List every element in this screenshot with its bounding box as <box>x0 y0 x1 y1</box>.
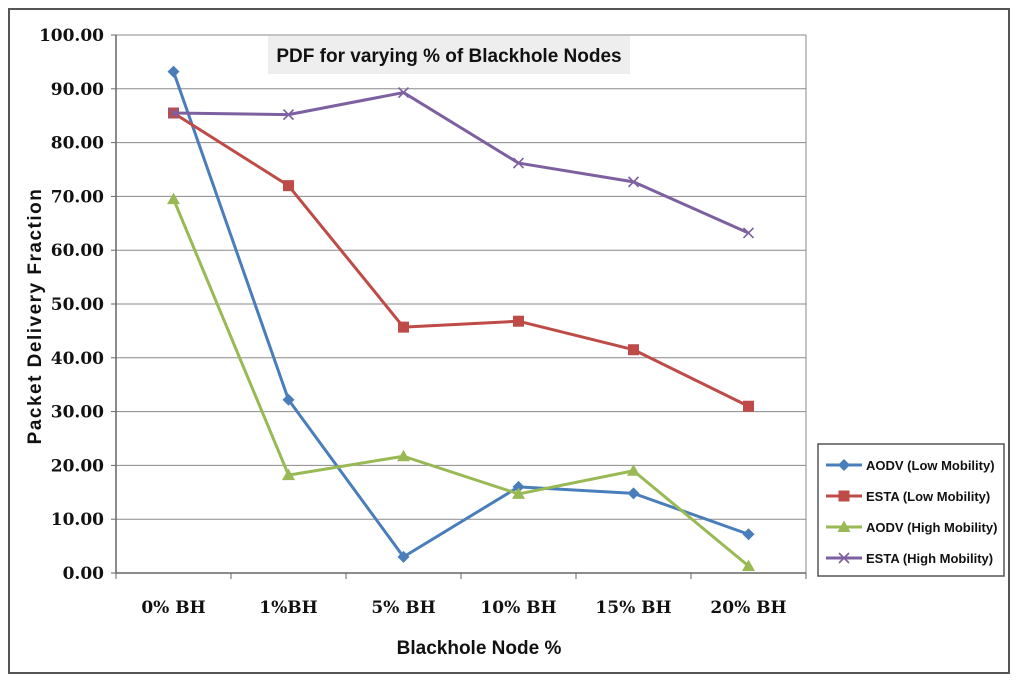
y-tick-label: 100.00 <box>39 26 104 46</box>
data-point <box>742 528 755 541</box>
series-4 <box>167 87 755 239</box>
legend-marker <box>837 520 851 532</box>
data-point <box>282 109 295 121</box>
y-tick-label: 40.00 <box>51 349 104 369</box>
y-tick-label: 70.00 <box>51 187 104 207</box>
data-point <box>513 315 524 327</box>
x-tick-label: 5% BH <box>371 598 435 618</box>
series-line <box>173 91 750 235</box>
data-point <box>397 550 410 563</box>
y-tick-label: 60.00 <box>51 241 104 261</box>
x-axis-ticks: 0% BH 1%BH 5% BH 10% BH 15% BH 20% BH <box>115 35 807 618</box>
x-tick-label: 15% BH <box>595 598 671 618</box>
y-axis-title: Packet Delivery Fraction <box>25 188 46 445</box>
data-point <box>512 480 525 493</box>
data-point <box>167 107 180 119</box>
legend-item: ESTA (Low Mobility) <box>826 489 990 504</box>
series-2 <box>168 107 754 412</box>
legend-label: ESTA (High Mobility) <box>866 551 993 566</box>
data-point <box>397 449 410 462</box>
data-point <box>512 487 525 499</box>
x-tick-label: 10% BH <box>480 598 556 618</box>
legend-marker <box>838 459 850 471</box>
data-point <box>742 227 755 239</box>
legend-label: ESTA (Low Mobility) <box>866 489 990 504</box>
y-tick-label: 0.00 <box>63 564 105 584</box>
data-point <box>283 180 294 192</box>
x-axis-title: Blackhole Node % <box>397 638 562 659</box>
legend-marker <box>838 490 850 502</box>
gridlines <box>116 34 806 520</box>
data-point <box>627 464 640 476</box>
data-point <box>742 559 755 572</box>
series-1 <box>167 65 755 563</box>
legend-item: AODV (Low Mobility) <box>826 458 995 473</box>
data-point <box>282 468 295 481</box>
legend-label: AODV (Low Mobility) <box>866 458 995 473</box>
series-line <box>172 111 750 408</box>
data-point <box>512 157 525 169</box>
legend-marker <box>838 552 850 564</box>
x-tick-label: 20% BH <box>710 598 786 618</box>
data-point <box>627 487 640 500</box>
y-tick-label: 30.00 <box>51 403 104 423</box>
data-point <box>167 192 180 205</box>
y-tick-label: 20.00 <box>51 456 104 476</box>
data-point <box>282 393 295 406</box>
y-axis-ticks: 0.00 10.00 20.00 30.00 40.00 50.00 60.00 70.00 8… <box>39 26 116 584</box>
series-line <box>172 198 750 568</box>
series-3 <box>167 192 755 572</box>
data-point <box>628 344 639 356</box>
legend-label: AODV (High Mobility) <box>866 520 997 535</box>
chart-title-box: PDF for varying % of Blackhole Nodes <box>268 36 630 74</box>
data-point <box>167 65 180 78</box>
y-tick-label: 50.00 <box>51 295 104 315</box>
data-point <box>397 87 410 99</box>
y-tick-label: 90.00 <box>51 80 104 100</box>
legend-item: ESTA (High Mobility) <box>826 551 993 566</box>
y-tick-label: 80.00 <box>51 134 104 154</box>
legend: AODV (Low Mobility) ESTA (Low Mobility) AO… <box>817 443 1005 577</box>
legend-item: AODV (High Mobility) <box>826 520 997 535</box>
x-tick-label: 1%BH <box>259 598 317 618</box>
x-tick-label: 0% BH <box>141 598 205 618</box>
series-line <box>172 71 750 559</box>
chart-title: PDF for varying % of Blackhole Nodes <box>276 46 621 67</box>
y-tick-label: 10.00 <box>51 510 104 530</box>
data-point <box>627 176 640 188</box>
data-point <box>743 400 754 412</box>
series-layer <box>167 65 755 572</box>
data-point <box>398 321 409 333</box>
